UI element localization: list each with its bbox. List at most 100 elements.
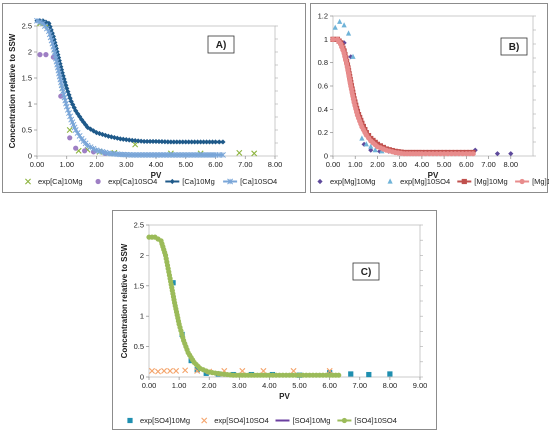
chart-c-legend-swatch: [201, 417, 208, 424]
chart-c-data-point: [194, 367, 200, 373]
chart-b-data-point: [341, 22, 347, 28]
chart-c-legend-label: [SO4]10SO4: [354, 416, 397, 425]
chart-a-data-point: [216, 139, 222, 145]
chart-a-xtick-label: 7.00: [238, 160, 253, 169]
chart-a-data-point: [123, 137, 129, 143]
chart-a-xtick-label: 1.00: [59, 160, 74, 169]
chart-c-ytick-label: 2: [140, 251, 144, 260]
chart-b-ytick-label: 0.6: [318, 82, 328, 91]
chart-b-data-point: [470, 151, 476, 157]
chart-c-panel-label: C): [361, 267, 372, 278]
chart-a-panel-label: A): [216, 40, 227, 51]
chart-c-xtick-label: 6.00: [322, 381, 337, 390]
chart-c-xtick-label: 0.00: [142, 381, 157, 390]
chart-a-data-point: [171, 139, 177, 145]
chart-c-data-point: [170, 280, 176, 286]
chart-a-data-point: [219, 152, 226, 158]
chart-a-plot-area: [36, 25, 276, 157]
chart-b-data-point: [452, 151, 458, 157]
chart-b-data-point: [368, 143, 374, 149]
chart-b-data-point: [419, 151, 425, 157]
chart-a-xtick-label: 8.00: [268, 160, 283, 169]
chart-a-xtick-label: 4.00: [149, 160, 164, 169]
chart-c-legend-label: exp[SO4]10SO4: [214, 416, 269, 425]
chart-a-data-point: [236, 149, 243, 156]
chart-c-series-4: [146, 234, 342, 378]
chart-c-xtick-label: 9.00: [413, 381, 428, 390]
chart-b-data-point: [448, 151, 455, 157]
chart-c-ylabel: Concentration relative to SSW: [120, 243, 129, 358]
chart-c-series-1: [170, 280, 393, 378]
chart-c-data-point: [336, 372, 342, 378]
chart-b-legend-label: [Mg]10Mg: [474, 177, 507, 186]
chart-a-xtick-label: 2.00: [89, 160, 104, 169]
chart-c-data-point: [173, 367, 180, 374]
chart-b-xtick-label: 2.00: [370, 160, 385, 169]
chart-a-data-point: [220, 139, 226, 145]
chart-b-ytick-label: 0.4: [318, 105, 328, 114]
chart-a-data-point: [37, 19, 43, 26]
chart-a-data-point: [251, 150, 258, 157]
chart-c-legend-swatch: [341, 417, 347, 424]
chart-c-legend-item: [SO4]10SO4: [337, 416, 397, 425]
chart-a-data-point: [60, 73, 66, 79]
chart-a-ytick-label: 0.5: [22, 126, 32, 135]
chart-b-xtick-label: 7.00: [481, 160, 496, 169]
chart-c-ytick-label: 1: [140, 312, 144, 321]
chart-b-legend-label: exp[Mg]10Mg: [330, 177, 375, 186]
chart-b-legend-swatch: [387, 178, 393, 184]
chart-b-ytick-label: 0.8: [318, 58, 328, 67]
chart-a-data-point: [90, 145, 97, 152]
chart-a-legend-item: [Ca]10Mg: [165, 177, 215, 186]
chart-b-xtick-label: 6.00: [459, 160, 474, 169]
chart-a-data-point: [165, 139, 171, 145]
chart-a-data-point: [198, 139, 204, 145]
chart-a-data-point: [63, 82, 69, 88]
chart-a-data-point: [67, 135, 73, 141]
chart-c-xtick-label: 5.00: [292, 381, 307, 390]
chart-b-data-point: [456, 151, 462, 157]
chart-a-data-point: [50, 33, 56, 39]
chart-a-data-point: [132, 138, 138, 144]
chart-c-svg: 0 0.5 1 1.5 2 2.5 0.00 1.00 2.00 3.00 4.00 5.00 6.00…: [120, 221, 428, 426]
chart-c-data-point: [260, 367, 267, 374]
chart-a-data-point: [84, 142, 91, 149]
chart-a-xtick-label: 6.00: [208, 160, 223, 169]
chart-b-ytick-label: 0.2: [318, 128, 328, 137]
chart-c-data-point: [161, 367, 168, 374]
chart-b-legend-swatch: [317, 178, 323, 185]
chart-a-data-point: [153, 138, 159, 145]
chart-a-legend-item: exp[Ca]10SO4: [95, 177, 157, 186]
chart-a-data-point: [49, 30, 55, 36]
chart-c-data-point: [348, 371, 354, 377]
chart-b-data-point: [508, 151, 514, 157]
chart-a-legend-swatch: [227, 178, 234, 185]
chart-a-data-point: [144, 138, 150, 145]
chart-a-data-point: [212, 139, 219, 145]
chart-c-xtick-label: 2.00: [202, 381, 217, 390]
chart-b-ytick-label: 1: [324, 35, 328, 44]
chart-a-data-point: [195, 139, 201, 145]
chart-b-data-point: [372, 147, 378, 153]
chart-b-data-point: [422, 151, 429, 157]
chart-a-data-point: [54, 48, 60, 55]
chart-panel-c: 0 0.5 1 1.5 2 2.5 0.00 1.00 2.00 3.00 4.00 5.00 6.00…: [112, 210, 437, 430]
chart-b-data-point: [434, 151, 440, 157]
chart-a-legend-label: [Ca]10SO4: [240, 177, 277, 186]
chart-c-data-point: [149, 367, 156, 374]
chart-c-ytick-label: 0: [140, 373, 144, 382]
chart-b-series-4: [330, 36, 476, 157]
chart-a-series-3: [34, 18, 226, 145]
chart-c-legend-label: [SO4]10Mg: [293, 416, 331, 425]
chart-a-data-point: [177, 139, 183, 145]
chart-b-panel-label-box: [500, 37, 528, 56]
chart-c-data-point: [182, 367, 189, 374]
chart-a-data-point: [108, 134, 114, 140]
chart-a-data-point: [192, 139, 198, 145]
chart-b-legend-swatch: [519, 178, 525, 185]
chart-a-data-point: [55, 55, 62, 61]
chart-a-data-point: [66, 127, 73, 133]
chart-a-ytick-label: 1.5: [22, 74, 32, 83]
chart-a-data-point: [71, 105, 77, 111]
chart-a-data-point: [206, 139, 213, 145]
